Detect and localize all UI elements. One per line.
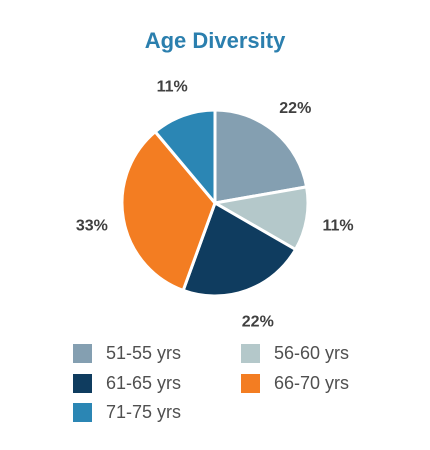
pie-value-label-61-65: 22%: [242, 314, 274, 331]
pie-value-label-66-70: 33%: [76, 218, 108, 235]
pie-slice-71-75: [153, 108, 217, 205]
pie-slice-51-55: [213, 108, 309, 205]
pie-value-label-51-55: 22%: [279, 100, 311, 117]
pie-slice-66-70: [120, 130, 217, 292]
chart-title: Age Diversity: [144, 28, 286, 53]
pie-value-labels: 22% 11% 22% 33% 11%: [76, 79, 354, 331]
pie-slices: [120, 108, 310, 298]
pie-value-label-71-75: 11%: [157, 79, 188, 96]
pie-slice-61-65: [181, 201, 298, 298]
pie-value-label-56-60: 11%: [323, 218, 354, 235]
